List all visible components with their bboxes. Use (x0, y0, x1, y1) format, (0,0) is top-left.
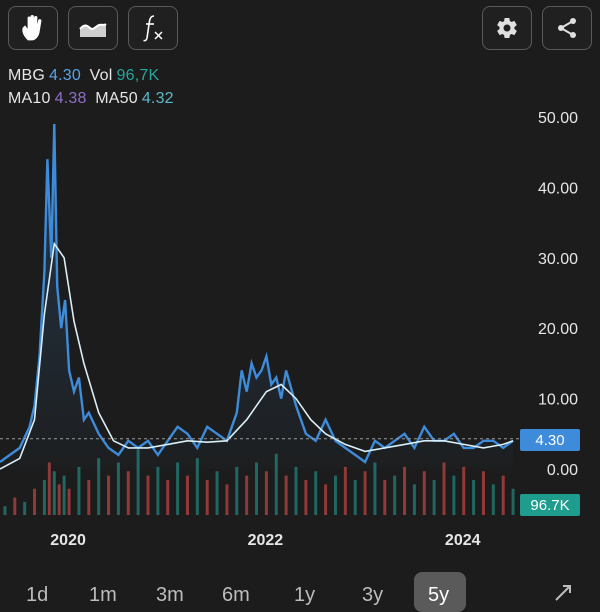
volume-bar (324, 484, 328, 515)
volume-bar (235, 466, 239, 515)
volume-bar (185, 475, 189, 515)
volume-bar (225, 484, 229, 515)
volume-bar (52, 471, 56, 515)
vol-value: 96,7K (116, 67, 160, 84)
last-volume-tag: 96.7K (520, 494, 580, 516)
range-3y-button[interactable]: 3y (362, 584, 384, 606)
price-area (0, 124, 514, 469)
chart-type-button[interactable] (68, 6, 118, 50)
volume-bar (373, 462, 377, 515)
volume-bar (284, 475, 288, 515)
function-icon (143, 15, 163, 42)
volume-bar (255, 462, 259, 515)
indicators-button[interactable] (128, 6, 178, 50)
volume-bar (363, 471, 367, 515)
ma50-value: 4.32 (141, 90, 174, 107)
volume-bar (97, 458, 101, 515)
x-tick-label: 2024 (445, 532, 481, 549)
volume-bar (77, 466, 81, 515)
volume-bar (107, 475, 111, 515)
ma-line (0, 241, 514, 470)
volume-bar (472, 480, 476, 515)
symbol-label: MBG (8, 67, 46, 84)
share-button[interactable] (542, 6, 592, 50)
volume-bar (33, 488, 37, 515)
share-icon (558, 18, 576, 38)
x-tick-label: 2020 (50, 532, 86, 549)
volume-bar (383, 480, 387, 515)
range-3m-button[interactable]: 3m (156, 584, 184, 606)
volume-bar (176, 462, 180, 515)
hand-tool-button[interactable] (8, 6, 58, 50)
volume-bar (3, 506, 7, 515)
range-5y-button[interactable]: 5y (428, 584, 450, 606)
range-1d-button[interactable]: 1d (26, 584, 49, 606)
price-value: 4.30 (49, 67, 81, 84)
y-tick-label: 0.00 (547, 462, 578, 479)
last-price-tag: 4.30 (520, 429, 580, 451)
x-tick-label: 2022 (248, 532, 284, 549)
volume-bar (403, 466, 407, 515)
volume-bar (245, 475, 249, 515)
volume-bar (412, 484, 416, 515)
settings-button[interactable] (482, 6, 532, 50)
volume-bar (205, 480, 209, 515)
y-tick-label: 40.00 (538, 180, 578, 197)
volume-bar (511, 488, 515, 515)
volume-bar (13, 497, 17, 515)
price-chart[interactable]: 50.00 40.00 30.00 20.00 10.00 0.00 2020 2022 20… (0, 0, 600, 560)
volume-bar (501, 475, 505, 515)
expand-icon[interactable] (552, 582, 574, 604)
volume-bar (215, 471, 219, 515)
y-tick-label: 30.00 (538, 251, 578, 268)
area-chart-icon (79, 23, 107, 37)
volume-bar (156, 466, 160, 515)
volume-bar (422, 471, 426, 515)
hand-icon (22, 14, 42, 41)
volume-bar (126, 471, 130, 515)
volume-bar (343, 466, 347, 515)
range-1m-button[interactable]: 1m (89, 584, 117, 606)
range-1y-button[interactable]: 1y (294, 584, 316, 606)
volume-bar (166, 480, 170, 515)
volume-bar (452, 475, 456, 515)
volume-bar (333, 475, 337, 515)
volume-bar (393, 475, 397, 515)
range-selector: 1d 1m 3m 6m 1y 3y 5y (0, 570, 600, 610)
volume-bar (136, 449, 140, 515)
ma50-label: MA50 (95, 90, 138, 107)
volume-bar (116, 462, 120, 515)
y-tick-label: 10.00 (538, 392, 578, 409)
volume-bar (353, 480, 357, 515)
volume-bar (146, 475, 150, 515)
volume-bar (23, 501, 27, 515)
volume-bar (87, 480, 91, 515)
volume-bar (47, 462, 51, 515)
gear-icon (497, 18, 517, 39)
vol-label: Vol (89, 67, 113, 84)
ma10-label: MA10 (8, 90, 51, 107)
ma10-value: 4.38 (54, 90, 87, 107)
ma-legend: MA10 4.38 MA50 4.32 (8, 90, 178, 108)
volume-bar (314, 471, 318, 515)
volume-bar (294, 466, 298, 515)
volume-bar (432, 480, 436, 515)
volume-bar (491, 484, 495, 515)
price-line (0, 123, 514, 464)
volume-bar (195, 458, 199, 515)
volume-bar (304, 480, 308, 515)
volume-bar (42, 480, 46, 515)
volume-bar (62, 475, 66, 515)
range-6m-button[interactable]: 6m (222, 584, 250, 606)
volume-bar (264, 471, 268, 515)
volume-bar (462, 466, 466, 515)
volume-bar (481, 471, 485, 515)
volume-bar (274, 453, 278, 515)
volume-bar (57, 484, 61, 515)
volume-bar (442, 462, 446, 515)
y-tick-label: 50.00 (538, 110, 578, 127)
price-legend: MBG 4.30 Vol 96,7K (8, 67, 163, 85)
y-tick-label: 20.00 (538, 321, 578, 338)
volume-bar (67, 488, 71, 515)
